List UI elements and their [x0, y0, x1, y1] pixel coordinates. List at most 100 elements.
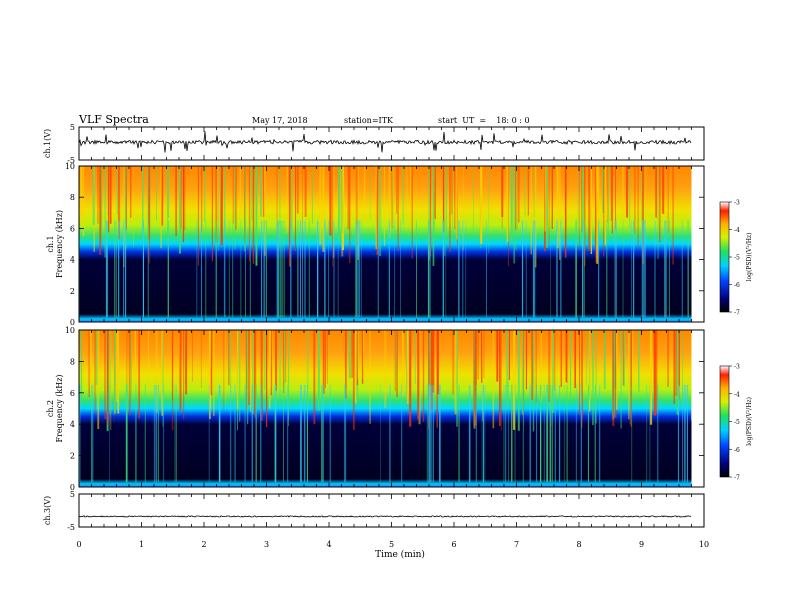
emission-streak: [590, 166, 592, 254]
colorbar-tick-label: -6: [734, 282, 740, 289]
sferic-line: [481, 384, 483, 483]
emission-streak: [638, 330, 640, 393]
emission-streak: [582, 330, 583, 419]
emission-streak: [351, 330, 354, 378]
sferic-line: [554, 384, 556, 483]
emission-streak: [119, 166, 121, 222]
emission-streak: [142, 166, 144, 236]
emission-streak: [329, 166, 332, 236]
emission-streak: [620, 330, 623, 429]
sferic-line: [445, 220, 447, 318]
spectrogram-image: [79, 166, 692, 322]
emission-streak: [325, 330, 326, 389]
emission-streak: [357, 330, 359, 380]
emission-streak: [134, 330, 136, 379]
emission-streak: [430, 330, 433, 410]
y-tick-label: 8: [70, 357, 75, 366]
sferic-line: [157, 384, 159, 483]
sferic-line: [155, 384, 157, 483]
sferic-line: [482, 384, 484, 483]
emission-streak: [345, 330, 347, 399]
sferic-line: [534, 220, 536, 318]
y-tick-label: 0: [70, 318, 75, 327]
emission-streak: [662, 166, 665, 214]
sferic-line: [532, 220, 535, 318]
emission-streak: [275, 330, 278, 391]
emission-streak: [594, 166, 597, 247]
emission-streak: [531, 330, 533, 401]
sferic-line: [503, 384, 505, 483]
sferic-line: [389, 384, 391, 483]
sferic-line: [428, 384, 430, 483]
y-axis-label: Frequency (kHz): [55, 374, 64, 442]
emission-streak: [88, 330, 90, 398]
emission-streak: [394, 330, 396, 392]
sferic-line: [511, 384, 513, 483]
sferic-line: [584, 220, 585, 318]
emission-streak: [266, 330, 268, 427]
emission-streak: [452, 330, 455, 395]
emission-streak: [434, 166, 436, 219]
emission-streak: [319, 166, 322, 245]
ch1-waveform-panel: -5 5 ch.1(V): [43, 123, 705, 165]
emission-streak: [162, 330, 164, 427]
sferic-line: [560, 220, 562, 318]
emission-streak: [148, 166, 150, 241]
emission-streak: [477, 330, 479, 380]
emission-streak: [428, 330, 429, 429]
emission-streak: [515, 166, 517, 251]
colorbar-tick-label: -4: [734, 391, 740, 398]
emission-streak: [357, 166, 359, 260]
date-label: May 17, 2018: [252, 116, 308, 125]
colorbar-tick-label: -4: [734, 227, 740, 234]
sferic-line: [329, 384, 331, 483]
emission-streak: [506, 330, 509, 410]
sferic-line: [356, 220, 358, 318]
sferic-line: [245, 220, 246, 318]
sferic-line: [107, 220, 108, 318]
emission-streak: [432, 166, 435, 266]
emission-streak: [579, 330, 580, 415]
sferic-line: [377, 220, 379, 318]
sferic-line: [468, 384, 470, 483]
y-axis-label: ch.3(V): [43, 496, 52, 525]
emission-streak: [210, 330, 213, 396]
sferic-line: [536, 384, 538, 483]
sferic-line: [265, 220, 267, 318]
sferic-line: [543, 384, 545, 483]
emission-streak: [675, 330, 677, 396]
sferic-line: [215, 220, 217, 318]
emission-streak: [433, 166, 436, 231]
emission-streak: [216, 166, 218, 223]
emission-streak: [254, 330, 257, 418]
emission-streak: [632, 330, 634, 386]
sferic-line: [505, 384, 507, 483]
emission-streak: [406, 330, 408, 400]
sferic-line: [657, 384, 659, 483]
emission-streak: [104, 166, 106, 258]
emission-streak: [443, 166, 446, 256]
sferic-line: [540, 384, 542, 483]
sferic-line: [322, 384, 324, 483]
sferic-line: [251, 384, 253, 483]
colorbar-tick-label: -3: [734, 200, 740, 207]
x-tick-label: 8: [576, 540, 581, 549]
sferic-line: [483, 384, 484, 483]
emission-streak: [234, 166, 236, 250]
emission-streak: [249, 330, 252, 412]
emission-streak: [396, 166, 398, 214]
y-tick-label: 8: [70, 193, 75, 202]
sferic-line: [218, 384, 221, 483]
sferic-line: [669, 220, 670, 318]
emission-streak: [100, 166, 103, 236]
emission-streak: [114, 330, 115, 415]
sferic-line: [427, 220, 430, 318]
emission-streak: [513, 166, 516, 264]
emission-streak: [597, 166, 600, 224]
emission-streak: [472, 166, 474, 233]
emission-streak: [279, 166, 281, 226]
y-tick-label: 5: [70, 123, 75, 132]
emission-streak: [263, 166, 266, 256]
emission-streak: [332, 166, 334, 267]
